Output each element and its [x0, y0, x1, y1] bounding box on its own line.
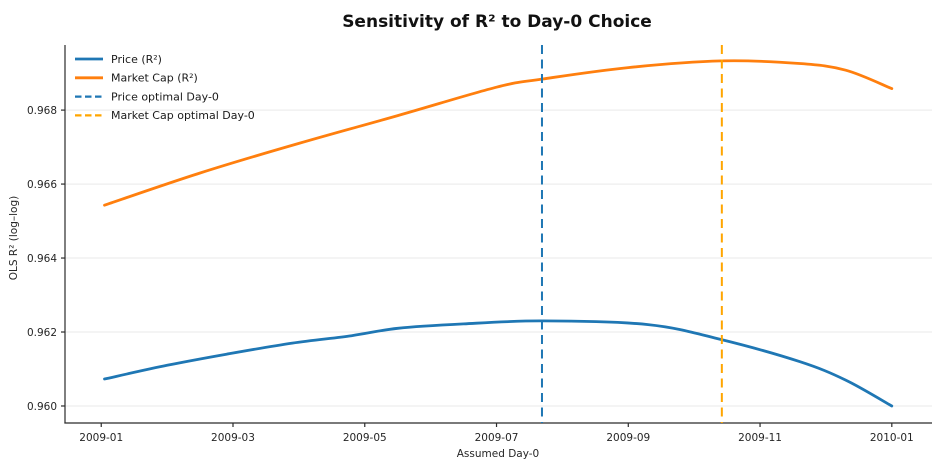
- chart-title: Sensitivity of R² to Day-0 Choice: [342, 12, 652, 32]
- series-line-price-r: [103, 319, 894, 408]
- y-axis-label: OLS R² (log–log): [8, 196, 20, 280]
- legend-label: Price optimal Day-0: [111, 90, 219, 103]
- x-tick-label: 2009-03: [211, 432, 255, 444]
- legend: Price (R²) Market Cap (R²) Price optimal D…: [75, 53, 255, 122]
- series-line-market-cap-r: [103, 59, 894, 207]
- gridlines: [65, 109, 932, 407]
- series-lines: [103, 59, 894, 408]
- y-tick-label: 0.966: [27, 179, 57, 191]
- legend-item: Market Cap (R²): [75, 72, 198, 85]
- axes: [61, 45, 932, 427]
- optimal-day-vlines: [540, 45, 723, 423]
- legend-label: Price (R²): [111, 53, 162, 66]
- y-tick-label: 0.964: [27, 253, 57, 265]
- x-tick-label: 2009-11: [738, 432, 782, 444]
- x-tick-label: 2009-07: [475, 432, 519, 444]
- x-axis-label: Assumed Day-0: [457, 448, 540, 460]
- legend-item: Market Cap optimal Day-0: [75, 109, 255, 122]
- legend-label: Market Cap optimal Day-0: [111, 109, 255, 122]
- x-tick-label: 2010-01: [870, 432, 914, 444]
- legend-item: Price (R²): [75, 53, 162, 66]
- y-tick-label: 0.968: [27, 105, 57, 117]
- y-tick-label: 0.962: [27, 327, 57, 339]
- legend-item: Price optimal Day-0: [75, 90, 219, 103]
- legend-label: Market Cap (R²): [111, 72, 198, 85]
- x-tick-label: 2009-09: [606, 432, 650, 444]
- x-tick-label: 2009-05: [343, 432, 387, 444]
- x-tick-label: 2009-01: [79, 432, 123, 444]
- tick-labels: 0.960 0.962 0.964 0.966 0.968 2009-01 2009-03 2…: [27, 105, 914, 444]
- y-tick-label: 0.960: [27, 401, 57, 413]
